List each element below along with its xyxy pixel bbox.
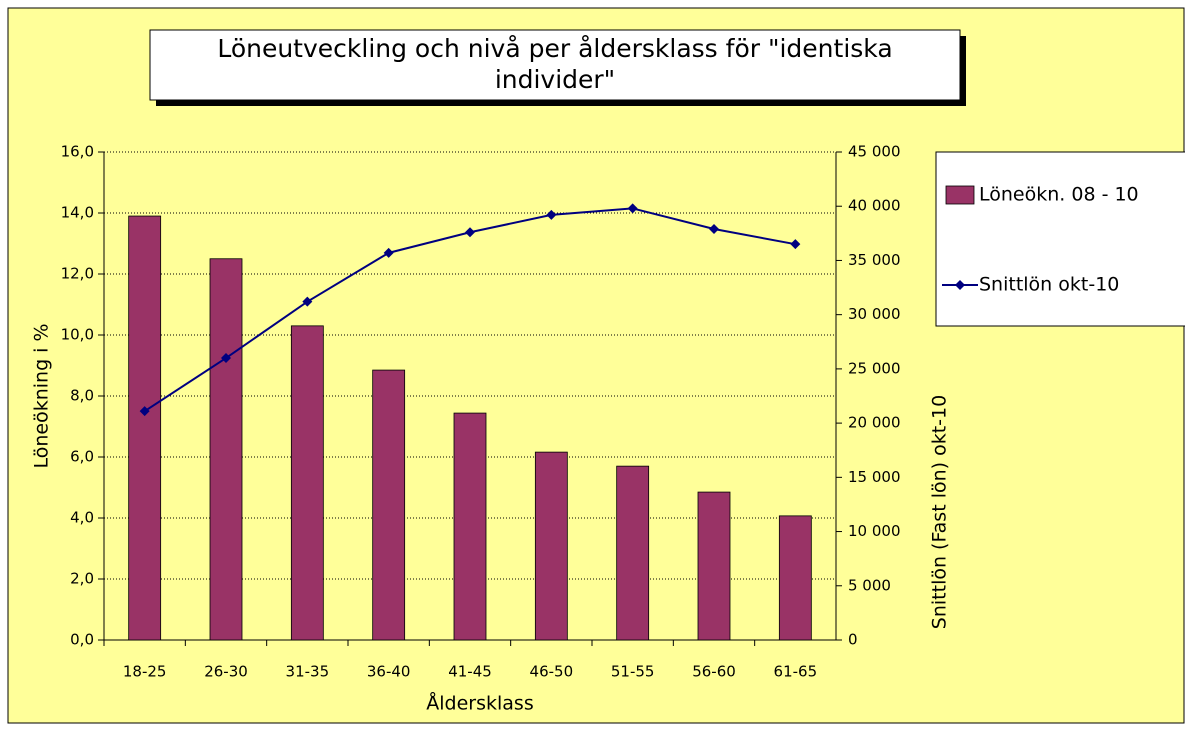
y-tick-label: 10,0 xyxy=(61,326,94,344)
bar xyxy=(534,451,568,641)
y2-tick-label: 30 000 xyxy=(848,305,901,323)
marker xyxy=(302,296,313,307)
bar xyxy=(453,412,487,641)
legend-label: Löneökn. 08 - 10 xyxy=(979,184,1139,206)
marker xyxy=(139,406,150,417)
chart-title: Löneutveckling och nivå per åldersklass … xyxy=(217,34,892,94)
legend-box xyxy=(935,151,1185,327)
marker xyxy=(221,353,231,364)
marker xyxy=(790,239,801,250)
x-tick-label: 41-45 xyxy=(448,663,492,681)
y2-tick-label: 25 000 xyxy=(848,359,901,377)
legend-swatch xyxy=(955,280,965,290)
y-tick-label: 4,0 xyxy=(70,509,94,527)
x-tick-label: 36-40 xyxy=(367,663,411,681)
x-tick-label: 18-25 xyxy=(123,663,167,681)
y2-axis-title: Snittlön (Fast lön) okt-10 xyxy=(929,395,951,629)
y-tick-label: 6,0 xyxy=(70,448,94,466)
x-tick-label: 31-35 xyxy=(286,663,330,681)
marker xyxy=(383,247,394,258)
bar xyxy=(778,515,812,641)
marker xyxy=(627,203,638,214)
y2-tick-label: 10 000 xyxy=(848,522,901,540)
y-tick-label: 0,0 xyxy=(70,631,94,649)
x-tick-label: 51-55 xyxy=(611,663,655,681)
y2-tick-label: 0 xyxy=(848,631,858,649)
y2-tick-label: 20 000 xyxy=(848,414,901,432)
bar xyxy=(616,465,650,641)
title-box xyxy=(149,29,961,101)
bar xyxy=(697,491,731,641)
y2-tick-label: 5 000 xyxy=(848,576,891,594)
marker xyxy=(546,209,557,220)
y-tick-label: 14,0 xyxy=(61,204,94,222)
legend-swatch xyxy=(945,185,975,205)
legend-label: Snittlön okt-10 xyxy=(979,274,1119,296)
y2-tick-label: 35 000 xyxy=(848,251,901,269)
x-tick-label: 61-65 xyxy=(774,663,818,681)
bar xyxy=(372,369,406,641)
x-tick-label: 56-60 xyxy=(692,663,736,681)
y-tick-label: 8,0 xyxy=(70,387,94,405)
marker xyxy=(465,227,475,238)
y-tick-label: 2,0 xyxy=(70,570,94,588)
bar xyxy=(209,258,243,641)
x-axis-title: Åldersklass xyxy=(426,692,533,715)
y-axis-title: Löneökning i % xyxy=(31,323,53,468)
y2-tick-label: 40 000 xyxy=(848,197,901,215)
chart-background xyxy=(7,7,1185,724)
bar xyxy=(128,215,162,641)
y2-tick-label: 15 000 xyxy=(848,468,901,486)
x-tick-label: 46-50 xyxy=(530,663,574,681)
y-tick-label: 12,0 xyxy=(61,265,94,283)
y2-tick-label: 45 000 xyxy=(848,143,901,161)
marker xyxy=(709,223,719,234)
y-tick-label: 16,0 xyxy=(61,143,94,161)
x-tick-label: 26-30 xyxy=(204,663,248,681)
bar xyxy=(290,325,324,641)
